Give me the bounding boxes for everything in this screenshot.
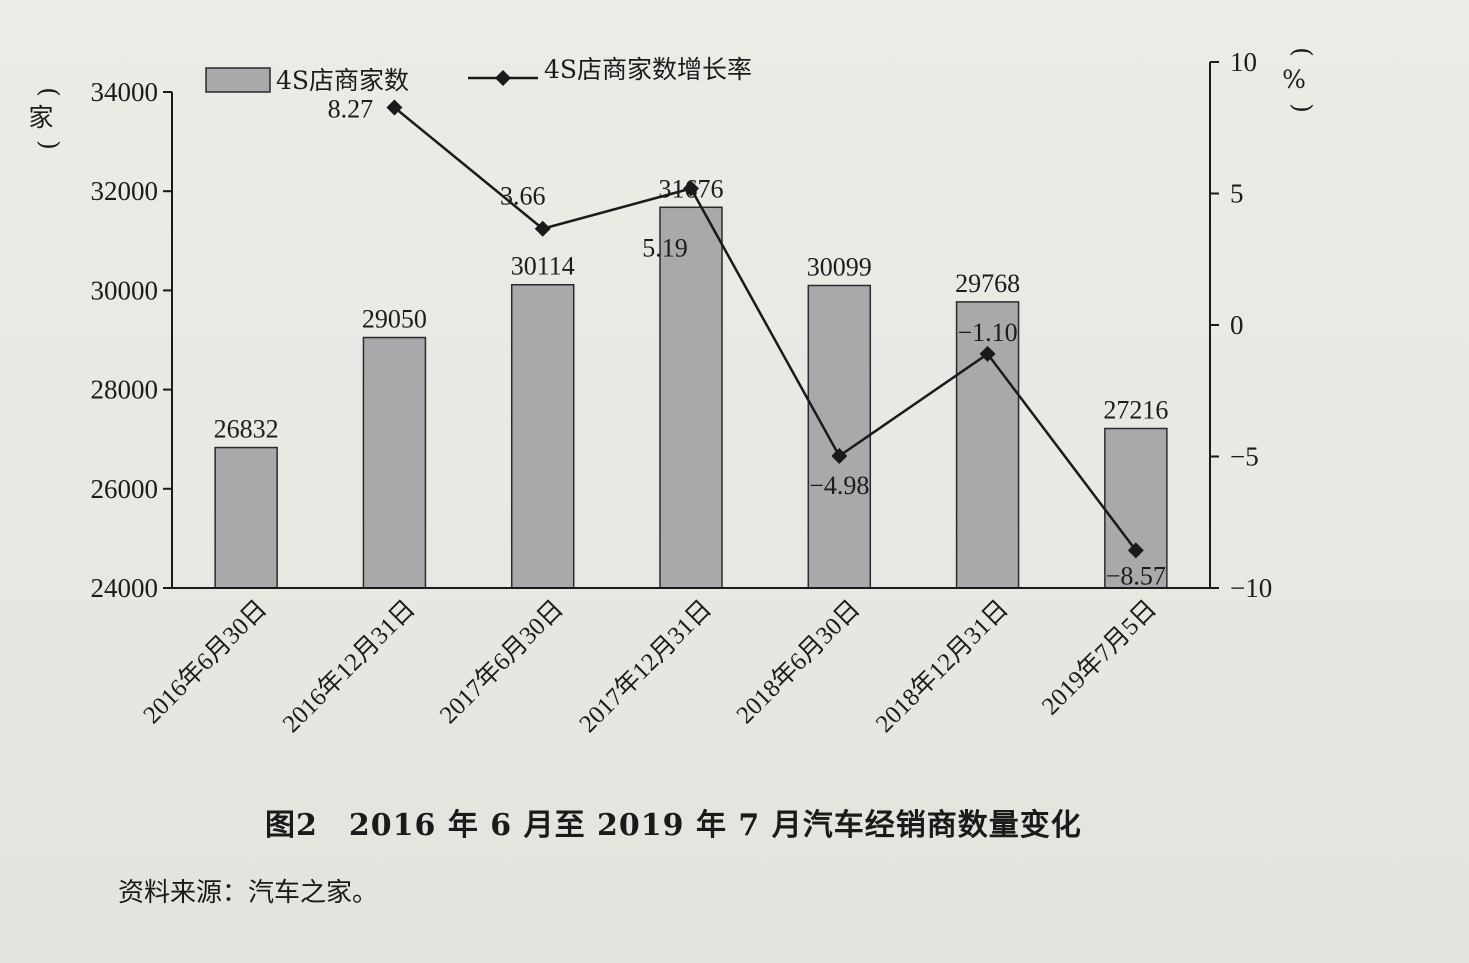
- right-unit-paren-close: ): [1288, 103, 1317, 113]
- legend-swatch-marker: [495, 70, 511, 86]
- bar-value-label: 26832: [214, 415, 279, 444]
- x-axis: 2016年6月30日 2016年12月31日 2017年6月30日 2017年12月3…: [138, 588, 1210, 738]
- bar: [363, 338, 425, 588]
- left-unit-label: ( 家): [28, 87, 64, 150]
- bar-value-label: 30099: [807, 252, 872, 281]
- legend-item-line: 4S店商家数增长率: [468, 55, 752, 86]
- right-unit-text: %: [1282, 65, 1306, 94]
- x-tick-label: 2017年12月31日: [574, 594, 718, 738]
- figure-caption: 图2 2016 年 6 月至 2019 年 7 月汽车经销商数量变化: [265, 800, 1082, 844]
- x-tick-label: 2016年6月30日: [138, 594, 273, 729]
- right-tick-label: 0: [1230, 310, 1244, 340]
- bar-value-label: 30114: [511, 252, 575, 281]
- source-note: 资料来源：汽车之家。: [118, 872, 378, 909]
- left-unit-paren-close: ): [35, 140, 64, 150]
- x-tick-label: 2018年6月30日: [731, 594, 866, 729]
- left-axis: 24000 26000 28000 30000 32000 34000 ( 家): [28, 77, 172, 603]
- left-tick-label: 34000: [91, 77, 159, 107]
- line-series: [386, 99, 1143, 558]
- bars: [215, 207, 1167, 588]
- growth-rate-label: 5.19: [642, 234, 688, 263]
- right-axis: −10 −5 0 5 10 (%): [1210, 47, 1317, 603]
- legend-label-line: 4S店商家数增长率: [544, 55, 752, 84]
- right-tick-label: −10: [1230, 573, 1272, 603]
- left-tick-label: 24000: [91, 573, 159, 603]
- bar: [808, 285, 870, 588]
- right-unit-paren-open: (: [1288, 47, 1317, 57]
- bar: [215, 448, 277, 588]
- x-tick-label: 2017年6月30日: [434, 594, 569, 729]
- right-tick-label: 5: [1230, 179, 1244, 209]
- left-tick-label: 28000: [91, 375, 159, 405]
- growth-rate-label: −8.57: [1106, 561, 1166, 590]
- right-tick-label: 10: [1230, 47, 1257, 77]
- left-unit-paren-open: (: [35, 87, 64, 97]
- right-unit-label: (%): [1282, 47, 1317, 113]
- growth-rate-line: [394, 107, 1135, 550]
- bar-value-label: 29768: [955, 269, 1020, 298]
- growth-rate-label: 3.66: [500, 182, 546, 211]
- x-tick-label: 2018年12月31日: [870, 594, 1014, 738]
- right-tick-label: −5: [1230, 442, 1259, 472]
- legend: 4S店商家数 4S店商家数增长率: [206, 55, 752, 95]
- growth-rate-label: −4.98: [809, 471, 869, 500]
- line-labels: 8.27 3.66 5.19 −4.98 −1.10 −8.57: [328, 94, 1166, 590]
- legend-label-bars: 4S店商家数: [276, 66, 409, 95]
- bar: [512, 285, 574, 588]
- left-tick-label: 30000: [91, 275, 159, 305]
- left-unit-text: 家: [28, 103, 53, 132]
- legend-item-bars: 4S店商家数: [206, 66, 409, 95]
- growth-rate-label: −1.10: [957, 318, 1017, 347]
- legend-swatch-bar: [206, 68, 270, 92]
- bar-value-label: 27216: [1103, 395, 1168, 424]
- combo-chart: 4S店商家数 4S店商家数增长率 24000 26000 28000 30000 3200…: [0, 0, 1469, 790]
- x-tick-label: 2019年7月5日: [1036, 594, 1162, 720]
- bar-value-label: 29050: [362, 305, 427, 334]
- x-tick-label: 2016年12月31日: [277, 594, 421, 738]
- left-tick-label: 26000: [91, 474, 159, 504]
- left-tick-label: 32000: [91, 176, 159, 206]
- growth-rate-label: 8.27: [328, 94, 374, 123]
- bar: [660, 207, 722, 588]
